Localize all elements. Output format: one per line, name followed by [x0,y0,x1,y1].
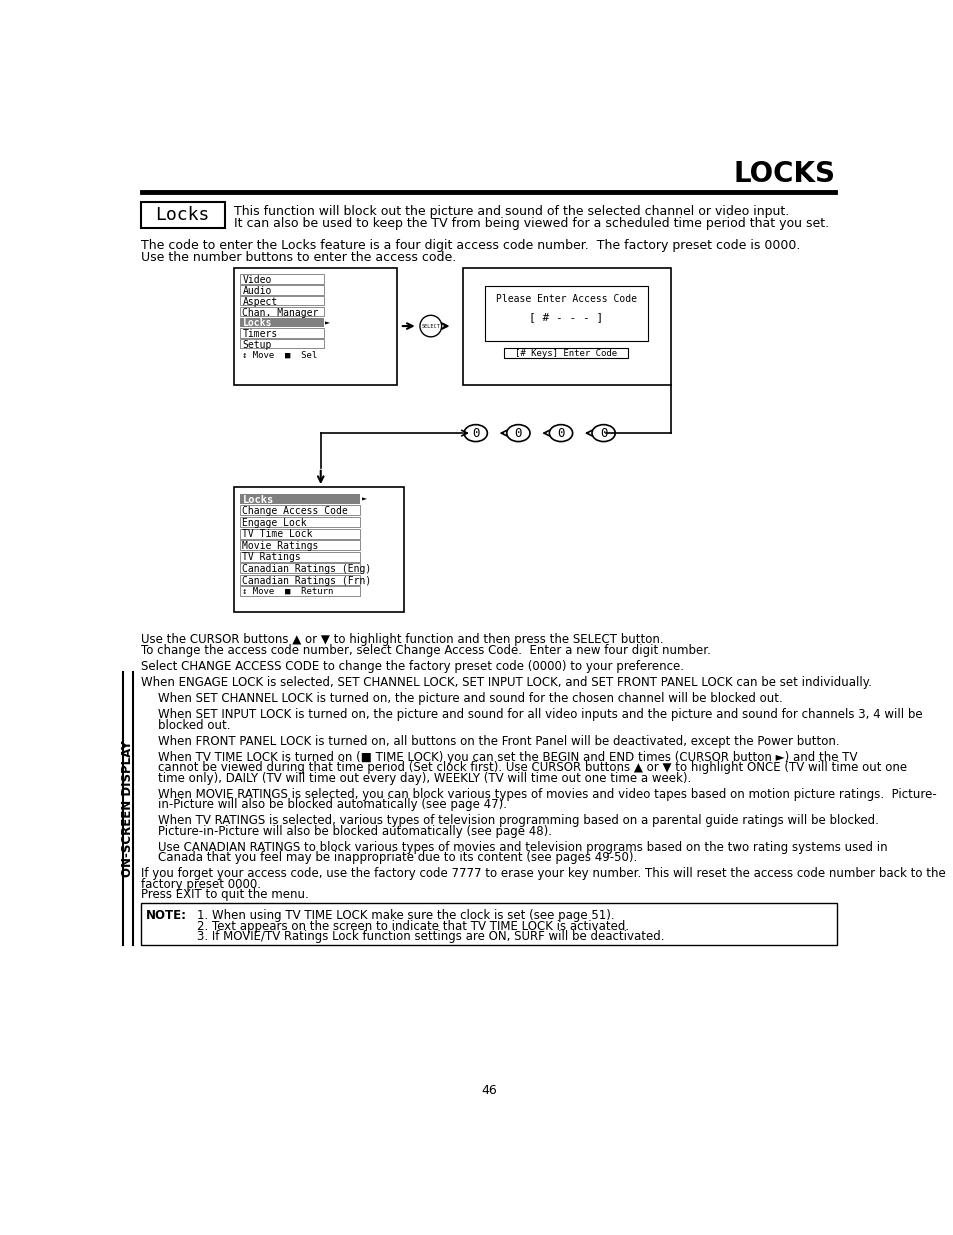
Text: When ENGAGE LOCK is selected, SET CHANNEL LOCK, SET INPUT LOCK, and SET FRONT PA: When ENGAGE LOCK is selected, SET CHANNE… [141,676,871,689]
Circle shape [419,315,441,337]
Text: Use the CURSOR buttons ▲ or ▼ to highlight function and then press the SELECT bu: Use the CURSOR buttons ▲ or ▼ to highlig… [141,634,663,646]
Bar [463,268,670,384]
Text: in-Picture will also be blocked automatically (see page 47).: in-Picture will also be blocked automati… [158,798,506,811]
Bar [240,540,360,550]
Text: Change Access Code: Change Access Code [242,506,348,516]
Ellipse shape [592,425,615,442]
Text: Timers: Timers [242,330,277,340]
Text: Press EXIT to quit the menu.: Press EXIT to quit the menu. [141,888,309,902]
Ellipse shape [549,425,572,442]
Text: 0: 0 [472,426,479,440]
Text: Use CANADIAN RATINGS to block various types of movies and television programs ba: Use CANADIAN RATINGS to block various ty… [158,841,886,853]
Text: TV Ratings: TV Ratings [242,552,301,562]
Bar [240,552,360,562]
Text: cannot be viewed during that time period (Set clock first). Use CURSOR buttons ▲: cannot be viewed during that time period… [158,761,906,774]
Text: ►: ► [325,319,330,327]
Text: This function will block out the picture and sound of the selected channel or vi: This function will block out the picture… [233,205,788,219]
Text: Select CHANGE ACCESS CODE to change the factory preset code (0000) to your prefe: Select CHANGE ACCESS CODE to change the … [141,659,683,673]
Text: The code to enter the Locks feature is a four digit access code number.  The fac: The code to enter the Locks feature is a… [141,240,800,252]
Text: When SET INPUT LOCK is turned on, the picture and sound for all video inputs and: When SET INPUT LOCK is turned on, the pi… [158,708,922,721]
Text: Aspect: Aspect [242,296,277,306]
Bar [240,494,360,504]
Text: 1. When using TV TIME LOCK make sure the clock is set (see page 51).: 1. When using TV TIME LOCK make sure the… [196,909,614,923]
Text: factory preset 0000.: factory preset 0000. [141,878,261,890]
Bar [240,574,360,585]
Text: Use the number buttons to enter the access code.: Use the number buttons to enter the acce… [141,251,456,263]
Text: Movie Ratings: Movie Ratings [242,541,318,551]
Text: TV Time Lock: TV Time Lock [242,530,313,540]
Text: Audio: Audio [242,287,272,296]
Text: 3. If MOVIE/TV Ratings Lock function settings are ON, SURF will be deactivated.: 3. If MOVIE/TV Ratings Lock function set… [196,930,663,944]
Text: To change the access code number, select Change Access Code.  Enter a new four d: To change the access code number, select… [141,643,710,657]
Text: When TV RATINGS is selected, various types of television programming based on a : When TV RATINGS is selected, various typ… [158,814,878,827]
Bar [240,306,323,316]
Bar [504,347,628,358]
Text: It can also be used to keep the TV from being viewed for a scheduled time period: It can also be used to keep the TV from … [233,217,828,231]
Ellipse shape [464,425,487,442]
Bar [240,274,323,284]
Bar [240,505,360,515]
Ellipse shape [506,425,530,442]
Bar [240,563,360,573]
Text: Engage Lock: Engage Lock [242,517,307,527]
Text: 0: 0 [599,426,607,440]
Bar [240,317,323,327]
Text: Locks: Locks [242,319,272,329]
Text: Canadian Ratings (Eng): Canadian Ratings (Eng) [242,564,372,574]
Bar [240,329,323,337]
Text: When FRONT PANEL LOCK is turned on, all buttons on the Front Panel will be deact: When FRONT PANEL LOCK is turned on, all … [158,735,839,747]
Bar [233,268,396,384]
Text: 46: 46 [480,1084,497,1097]
Text: 2. Text appears on the screen to indicate that TV TIME LOCK is activated.: 2. Text appears on the screen to indicat… [196,920,628,932]
Text: [ # - - - ]: [ # - - - ] [529,312,603,322]
Text: Canadian Ratings (Frn): Canadian Ratings (Frn) [242,576,372,585]
Bar [240,529,360,538]
Bar [240,340,323,348]
Text: Canada that you feel may be inappropriate due to its content (see pages 49-50).: Canada that you feel may be inappropriat… [158,851,637,864]
Text: When MOVIE RATINGS is selected, you can block various types of movies and video : When MOVIE RATINGS is selected, you can … [158,788,936,800]
Text: Locks: Locks [155,206,210,225]
Text: ↕ Move  ■  Sel: ↕ Move ■ Sel [241,351,316,359]
Text: time only), DAILY (TV will time out every day), WEEKLY (TV will time out one tim: time only), DAILY (TV will time out ever… [158,772,691,784]
Bar [240,296,323,305]
Text: [# Keys] Enter Code: [# Keys] Enter Code [515,350,617,358]
Bar [240,517,360,527]
Text: Chan. Manager: Chan. Manager [242,308,318,317]
Text: When SET CHANNEL LOCK is turned on, the picture and sound for the chosen channel: When SET CHANNEL LOCK is turned on, the … [158,692,781,705]
Bar [484,287,647,341]
Bar [240,587,360,597]
Bar [141,903,836,945]
Text: ►: ► [361,495,367,504]
Text: When TV TIME LOCK is turned on (■ TIME LOCK) you can set the BEGIN and END times: When TV TIME LOCK is turned on (■ TIME L… [158,751,857,763]
Bar [141,203,224,228]
Text: If you forget your access code, use the factory code 7777 to erase your key numb: If you forget your access code, use the … [141,867,944,881]
Text: LOCKS: LOCKS [733,161,835,188]
Text: Locks: Locks [242,495,274,505]
Text: ↕ Move  ■  Return: ↕ Move ■ Return [242,587,334,597]
Text: blocked out.: blocked out. [158,719,231,731]
Text: 0: 0 [557,426,564,440]
Text: ON-SCREEN DISPLAY: ON-SCREEN DISPLAY [121,740,134,877]
Text: Video: Video [242,275,272,285]
Bar [233,487,404,611]
Text: 0: 0 [514,426,521,440]
Bar [240,285,323,294]
Text: Please Enter Access Code: Please Enter Access Code [496,294,637,304]
Text: NOTE:: NOTE: [146,909,187,923]
Text: Setup: Setup [242,340,272,350]
Text: Picture-in-Picture will also be blocked automatically (see page 48).: Picture-in-Picture will also be blocked … [158,825,552,837]
Text: SELECT: SELECT [421,324,439,329]
